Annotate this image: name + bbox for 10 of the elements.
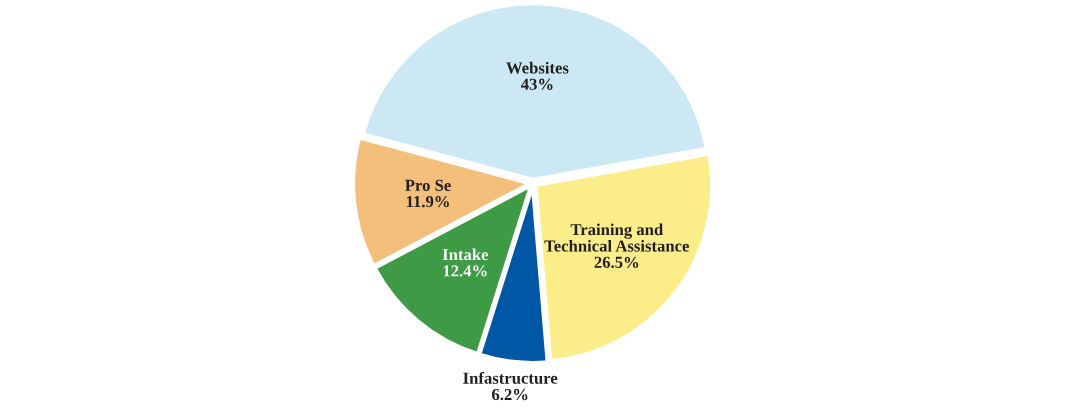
data-label: 11.9% [406,195,449,208]
data-label: 26.5% [594,256,639,268]
data-label: 12.4% [443,265,487,277]
slice-label: Websites [506,61,569,74]
slice-label: Pro Se [405,179,451,191]
slice-label: Infastructure [463,371,558,384]
data-label: 43% [520,78,553,90]
slice-label: Training and Technical Assistance [544,223,689,252]
data-label: 6.2% [492,388,528,401]
slice-label: Intake [442,248,489,261]
